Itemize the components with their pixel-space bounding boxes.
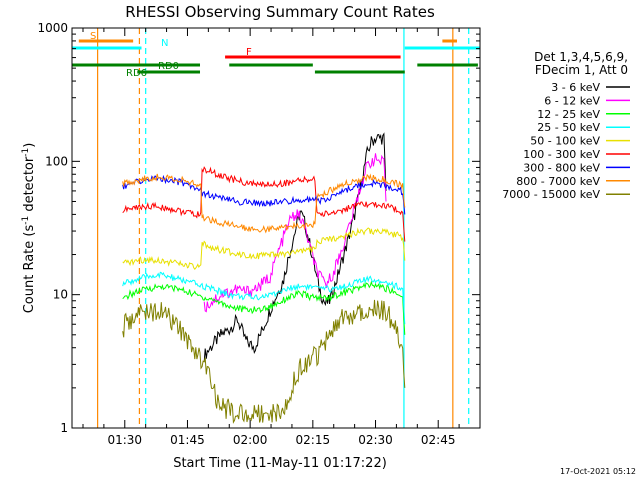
flag-label: RD6 <box>126 68 147 79</box>
y-tick-label: 10 <box>53 288 68 302</box>
x-tick-label: 01:45 <box>170 433 205 447</box>
flag-label: F <box>246 47 252 58</box>
x-axis-label: Start Time (11-May-11 01:17:22) <box>173 456 387 471</box>
legend-label: 800 - 7000 keV <box>516 175 600 188</box>
x-tick-label: 01:30 <box>107 433 142 447</box>
flag-label: RD0 <box>158 61 179 72</box>
series-line <box>122 166 406 242</box>
series-line <box>122 271 406 325</box>
legend: Det 1,3,4,5,6,9,FDecim 1, Att 0 3 - 6 keV… <box>502 50 630 201</box>
series-line <box>122 227 406 271</box>
legend-label: 100 - 300 keV <box>523 148 600 161</box>
legend-label: 25 - 50 keV <box>537 121 600 134</box>
y-tick-label: 1 <box>60 421 68 435</box>
generation-timestamp: 17-Oct-2021 05:12 <box>560 467 636 476</box>
y-axis-label-superscript: -1 <box>21 216 31 225</box>
series-line <box>122 173 406 234</box>
legend-label: 300 - 800 keV <box>523 161 600 174</box>
legend-header: FDecim 1, Att 0 <box>535 63 628 77</box>
x-tick-label: 02:45 <box>421 433 456 447</box>
x-tick-label: 02:15 <box>296 433 331 447</box>
legend-label: 50 - 100 keV <box>530 135 600 148</box>
legend-label: 12 - 25 keV <box>537 108 600 121</box>
x-tick-label: 02:00 <box>233 433 268 447</box>
series-line <box>122 299 406 424</box>
series-line <box>203 132 387 363</box>
chart-title: RHESSI Observing Summary Count Rates <box>125 3 435 21</box>
legend-label: 6 - 12 keV <box>544 94 600 107</box>
series-line <box>122 174 406 215</box>
flag-label: N <box>161 38 168 49</box>
y-axis-label-part: Count Rate (s <box>22 225 37 314</box>
axis-ticks: 01:30 01:45 02:00 02:15 02:30 02:45 1 10 100 1000 <box>37 21 481 447</box>
plot-frame <box>71 27 481 429</box>
legend-label: 3 - 6 keV <box>551 81 600 94</box>
flag-label: S <box>90 31 96 42</box>
x-tick-label: 02:30 <box>358 433 393 447</box>
legend-label: 7000 - 15000 keV <box>502 188 600 201</box>
y-axis-label: Count Rate (s-1 detector-1) <box>21 143 37 314</box>
y-axis-label-superscript: -1 <box>21 148 31 157</box>
y-axis-label-part: detector <box>22 156 37 216</box>
y-tick-label: 100 <box>45 154 68 168</box>
y-axis-label-part: ) <box>22 143 37 148</box>
series-line <box>122 280 406 335</box>
y-tick-label: 1000 <box>37 21 68 35</box>
plot-area: S N F RD0 RD6 <box>72 28 480 428</box>
legend-header: Det 1,3,4,5,6,9, <box>534 50 628 64</box>
